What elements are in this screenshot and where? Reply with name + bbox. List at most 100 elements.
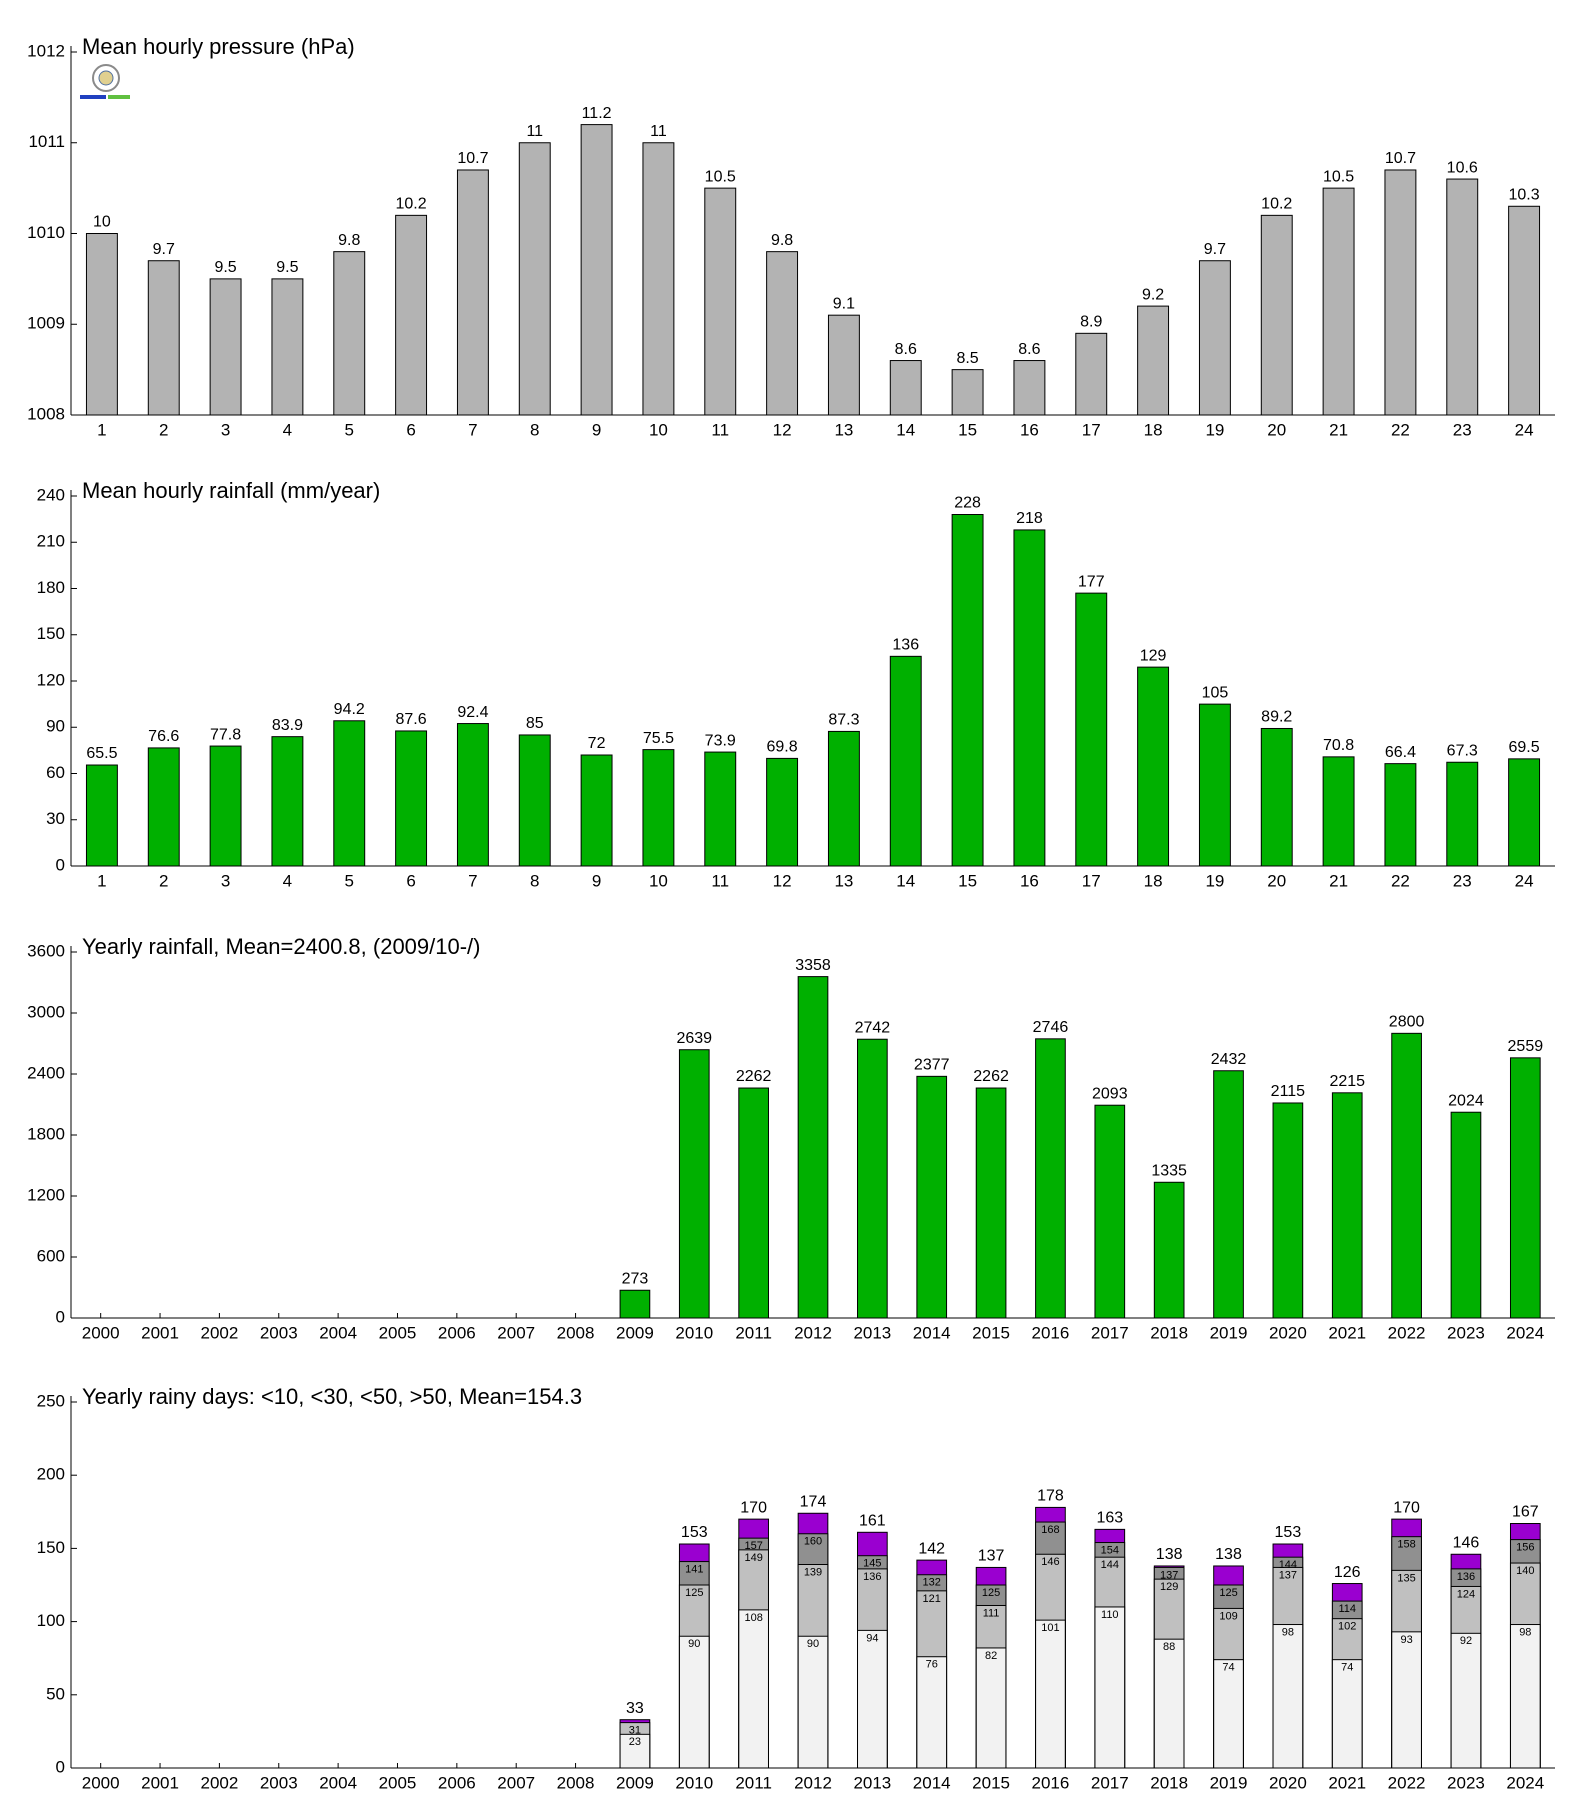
bar (1331, 1092, 1363, 1319)
segment-label: 137 (1279, 1569, 1297, 1581)
bar (975, 1087, 1007, 1319)
bar (1450, 1111, 1482, 1319)
bar (1094, 1606, 1126, 1769)
segment-label: 23 (629, 1736, 641, 1748)
bar (1391, 1631, 1422, 1769)
bar (1013, 360, 1046, 416)
x-tick-label: 14 (896, 420, 915, 439)
x-tick-label: 2000 (82, 1773, 120, 1792)
bar (1153, 1181, 1185, 1319)
chart-title: Mean hourly pressure (hPa) (82, 34, 355, 59)
x-tick-label: 2020 (1269, 1323, 1307, 1342)
bar (1013, 529, 1046, 867)
segment-label: 92 (1460, 1635, 1472, 1647)
bar (456, 723, 489, 867)
x-tick-label: 4 (283, 871, 292, 890)
x-tick-label: 2002 (200, 1773, 238, 1792)
x-tick-label: 2021 (1328, 1773, 1366, 1792)
value-label: 9.8 (771, 232, 793, 249)
y-tick-label: 1011 (28, 132, 65, 151)
x-tick-label: 17 (1082, 420, 1101, 439)
y-tick-label: 50 (46, 1684, 65, 1703)
value-label: 8.6 (895, 341, 917, 358)
bar (1331, 1659, 1363, 1769)
x-tick-label: 23 (1453, 420, 1472, 439)
bar (797, 1635, 829, 1769)
value-label: 85 (526, 715, 544, 732)
y-tick-label: 1008 (27, 404, 65, 423)
segment-label: 108 (744, 1612, 762, 1624)
value-label: 138 (1156, 1546, 1183, 1563)
x-tick-label: 2010 (675, 1773, 713, 1792)
x-tick-label: 7 (468, 871, 477, 890)
bar (916, 1075, 948, 1319)
value-label: 67.3 (1447, 742, 1478, 759)
value-label: 72 (588, 735, 606, 752)
segment-label: 31 (629, 1725, 641, 1737)
bar (951, 369, 984, 416)
y-tick-label: 120 (37, 670, 65, 689)
value-label: 137 (978, 1548, 1005, 1565)
value-label: 153 (681, 1524, 708, 1541)
x-tick-label: 15 (958, 871, 977, 890)
x-tick-label: 2006 (438, 1773, 476, 1792)
bar (1213, 1070, 1244, 1319)
x-tick-label: 9 (592, 871, 601, 890)
y-tick-label: 250 (37, 1391, 65, 1410)
bar (518, 734, 551, 867)
x-tick-label: 9 (592, 420, 601, 439)
value-label: 2093 (1092, 1085, 1128, 1102)
y-tick-label: 1012 (27, 41, 65, 60)
x-tick-label: 2014 (913, 1323, 951, 1342)
x-tick-label: 2021 (1328, 1323, 1366, 1342)
segment-label: 141 (685, 1563, 703, 1575)
value-label: 138 (1215, 1546, 1242, 1563)
value-label: 10.5 (705, 168, 736, 185)
x-tick-label: 2019 (1210, 1773, 1248, 1792)
value-label: 83.9 (272, 717, 303, 734)
segment-label: 93 (1400, 1634, 1412, 1646)
x-tick-label: 15 (958, 420, 977, 439)
x-tick-label: 16 (1020, 420, 1039, 439)
bar (456, 169, 489, 416)
y-tick-label: 1800 (27, 1124, 65, 1143)
x-tick-label: 21 (1329, 871, 1348, 890)
bar (1035, 1619, 1066, 1769)
segment-label: 110 (1101, 1609, 1119, 1621)
x-tick-label: 18 (1144, 420, 1163, 439)
value-label: 2559 (1508, 1038, 1544, 1055)
bar (209, 745, 242, 867)
bar (975, 1647, 1007, 1769)
x-tick-label: 2003 (260, 1323, 298, 1342)
bar (738, 1087, 769, 1319)
x-tick-label: 23 (1453, 871, 1472, 890)
segment-label: 125 (982, 1587, 1000, 1599)
segment-label: 129 (1160, 1581, 1178, 1593)
segment-label: 156 (1516, 1542, 1534, 1554)
chart-title: Mean hourly rainfall (mm/year) (82, 478, 380, 503)
x-tick-label: 10 (649, 420, 668, 439)
segment-label: 149 (744, 1552, 762, 1564)
bar (1260, 214, 1293, 416)
value-label: 142 (918, 1540, 945, 1557)
value-label: 170 (740, 1499, 767, 1516)
value-label: 228 (954, 495, 981, 512)
x-tick-label: 22 (1391, 420, 1410, 439)
segment-label: 121 (923, 1593, 941, 1605)
bar (1075, 332, 1108, 416)
x-tick-label: 2014 (913, 1773, 951, 1792)
value-label: 10.5 (1323, 168, 1354, 185)
segment-label: 74 (1222, 1662, 1234, 1674)
segment-label: 88 (1163, 1641, 1175, 1653)
x-tick-label: 2004 (319, 1773, 357, 1792)
bar (1094, 1104, 1126, 1319)
value-label: 87.3 (828, 712, 859, 729)
x-tick-label: 20 (1267, 871, 1286, 890)
y-tick-label: 100 (37, 1611, 65, 1630)
value-label: 10.3 (1509, 186, 1540, 203)
x-tick-label: 22 (1391, 871, 1410, 890)
value-label: 178 (1037, 1488, 1064, 1505)
bar (857, 1038, 888, 1319)
value-label: 70.8 (1323, 737, 1354, 754)
bar (1508, 205, 1541, 416)
